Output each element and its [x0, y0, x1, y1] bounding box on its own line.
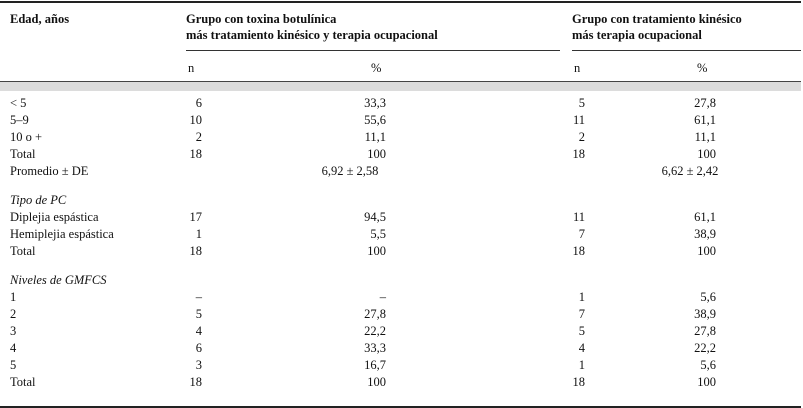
- row-label: 10 o +: [10, 130, 43, 144]
- row-label: Total: [10, 375, 36, 389]
- cell-pct-group2: 61,1: [694, 113, 716, 127]
- cell-pct-group2: 5,6: [700, 358, 716, 372]
- cell-pct-group2: 27,8: [694, 324, 716, 338]
- cell-pct-group2: 100: [697, 244, 716, 258]
- cell-pct-group1: 33,3: [364, 341, 386, 355]
- row-label: 2: [10, 307, 17, 321]
- cell-pct-group2: 38,9: [694, 307, 716, 321]
- row-label: Total: [10, 244, 36, 258]
- cell-n-group2: 18: [572, 375, 586, 389]
- cell-n-group1: 2: [195, 130, 202, 144]
- cell-n-group2: 11: [572, 113, 585, 127]
- cell-n-group1: 10: [189, 113, 203, 127]
- cell-pct-group1: 33,3: [364, 96, 386, 110]
- cell-pct-group2: 22,2: [694, 341, 716, 355]
- header-pct1: %: [371, 61, 382, 75]
- cell-n-group2: 18: [572, 244, 586, 258]
- cell-pct-group2: 27,8: [694, 96, 716, 110]
- row-label: 1: [10, 290, 17, 304]
- cell-pct-group2: 38,9: [694, 227, 716, 241]
- cell-n-group2: 18: [572, 147, 586, 161]
- header-group2-line1: Grupo con tratamiento kinésico: [572, 12, 742, 26]
- cell-pct-group1: 5,5: [370, 227, 386, 241]
- header-age: Edad, años: [10, 12, 70, 26]
- mean-sd-group2: 6,62 ± 2,42: [661, 164, 719, 178]
- cell-n-group2: 11: [572, 210, 585, 224]
- group2-underline: [572, 50, 801, 51]
- header-group1-line2: más tratamiento kinésico y terapia ocupa…: [186, 28, 438, 42]
- cell-n-group1: –: [195, 290, 202, 304]
- cell-n-group1: 5: [195, 307, 202, 321]
- cell-n-group1: 18: [189, 147, 203, 161]
- cell-pct-group1: 100: [367, 147, 386, 161]
- row-label: Diplejia espástica: [10, 210, 99, 224]
- row-label: Total: [10, 147, 36, 161]
- header-group1-line1: Grupo con toxina botulínica: [186, 12, 337, 26]
- cell-pct-group1: 22,2: [364, 324, 386, 338]
- row-label: < 5: [10, 96, 27, 110]
- cell-pct-group1: 100: [367, 375, 386, 389]
- cell-pct-group2: 61,1: [694, 210, 716, 224]
- cell-pct-group1: 16,7: [364, 358, 386, 372]
- cell-n-group2: 4: [578, 341, 585, 355]
- top-rule: [0, 1, 801, 3]
- cell-n-group1: 6: [195, 341, 202, 355]
- cell-n-group1: 18: [189, 375, 203, 389]
- cell-n-group1: 17: [189, 210, 203, 224]
- cell-n-group2: 1: [578, 290, 585, 304]
- cell-n-group2: 2: [578, 130, 585, 144]
- cell-n-group1: 18: [189, 244, 203, 258]
- row-label: 5: [10, 358, 17, 372]
- cell-n-group1: 4: [195, 324, 202, 338]
- cell-n-group2: 1: [578, 358, 585, 372]
- section-label: Niveles de GMFCS: [10, 273, 107, 287]
- cell-n-group2: 5: [578, 96, 585, 110]
- cell-pct-group1: 27,8: [364, 307, 386, 321]
- cell-n-group1: 3: [195, 358, 202, 372]
- section-label: Tipo de PC: [10, 193, 67, 207]
- header-rule: [0, 81, 801, 82]
- row-label: 4: [10, 341, 17, 355]
- row-label: Promedio ± DE: [10, 164, 89, 178]
- cell-pct-group1: –: [379, 290, 386, 304]
- cell-pct-group2: 5,6: [700, 290, 716, 304]
- cell-pct-group2: 100: [697, 147, 716, 161]
- row-label: 3: [10, 324, 17, 338]
- row-label: Hemiplejia espástica: [10, 227, 114, 241]
- header-n1: n: [188, 61, 195, 75]
- cell-n-group2: 7: [578, 227, 585, 241]
- header-n2: n: [574, 61, 581, 75]
- header-group2-line2: más terapia ocupacional: [572, 28, 702, 42]
- mean-sd-group1: 6,92 ± 2,58: [321, 164, 379, 178]
- header-pct2: %: [697, 61, 708, 75]
- cell-n-group1: 1: [195, 227, 202, 241]
- cell-pct-group1: 11,1: [364, 130, 386, 144]
- row-label: 5–9: [10, 113, 29, 127]
- cell-pct-group2: 100: [697, 375, 716, 389]
- cell-n-group2: 5: [578, 324, 585, 338]
- group1-underline: [186, 50, 560, 51]
- cell-pct-group2: 11,1: [694, 130, 716, 144]
- cell-pct-group1: 55,6: [364, 113, 386, 127]
- cell-pct-group1: 100: [367, 244, 386, 258]
- header-shade: [0, 82, 801, 91]
- cell-pct-group1: 94,5: [364, 210, 386, 224]
- cell-n-group2: 7: [578, 307, 585, 321]
- cell-n-group1: 6: [195, 96, 202, 110]
- bottom-rule: [0, 406, 801, 408]
